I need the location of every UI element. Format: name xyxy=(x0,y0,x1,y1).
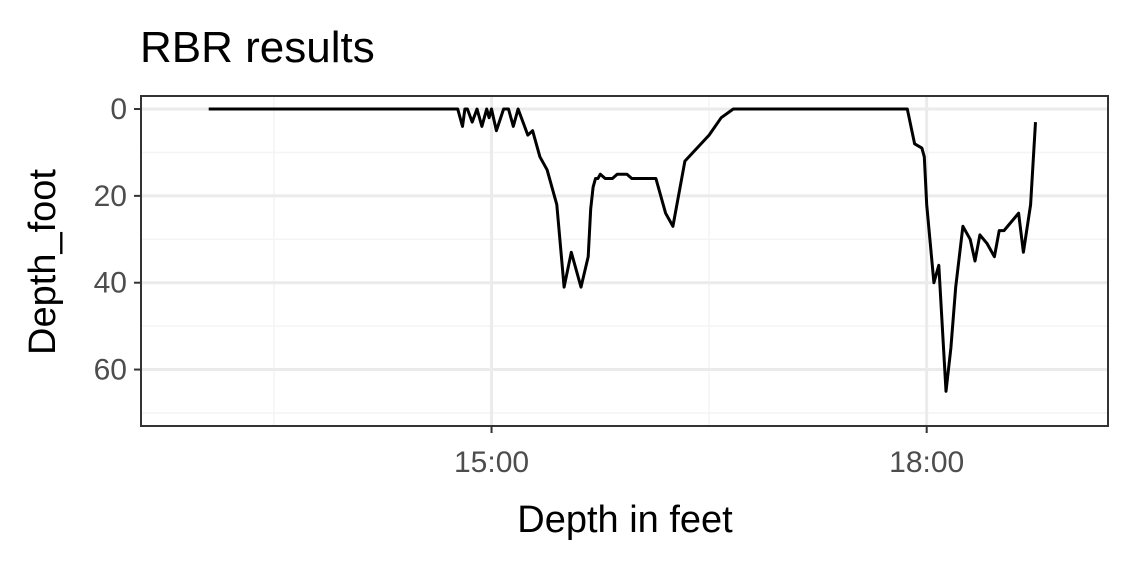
x-tick-label: 15:00 xyxy=(454,446,529,479)
y-axis-title: Depth_foot xyxy=(22,169,64,355)
panel-border xyxy=(140,95,1109,427)
x-tick-label: 18:00 xyxy=(889,446,964,479)
series-line xyxy=(208,107,1037,393)
y-tick-label: 20 xyxy=(94,180,127,213)
plot-area: 0 20 40 60 15:00 18:00 xyxy=(94,93,1109,479)
panel-background xyxy=(141,96,1108,426)
chart-title: RBR results xyxy=(140,23,375,72)
y-tick-label: 0 xyxy=(110,93,127,126)
x-axis-title: Depth in feet xyxy=(517,499,733,541)
y-tick-label: 40 xyxy=(94,267,127,300)
y-tick-label: 60 xyxy=(94,354,127,387)
